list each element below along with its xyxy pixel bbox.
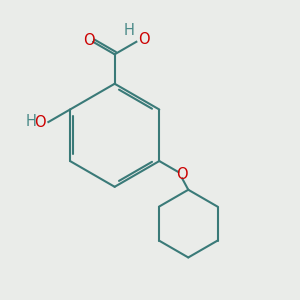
- Text: O: O: [138, 32, 149, 47]
- Text: O: O: [34, 115, 45, 130]
- Text: H: H: [25, 114, 36, 129]
- Text: O: O: [83, 33, 95, 48]
- Text: H: H: [124, 23, 134, 38]
- Text: O: O: [176, 167, 188, 182]
